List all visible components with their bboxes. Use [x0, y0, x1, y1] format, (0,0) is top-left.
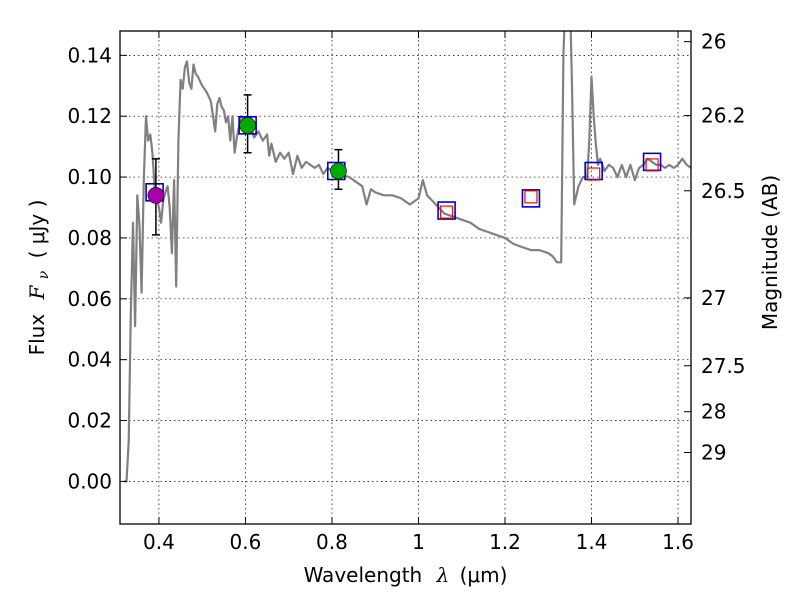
y-tick-label: 0.00: [67, 469, 112, 493]
measured-upper-limit-square: [645, 158, 659, 172]
detection-point: [239, 117, 256, 134]
y-tick-label: 0.06: [67, 287, 112, 311]
y-axis-label-unit: ( μJy ): [25, 200, 49, 259]
right-tick-label: 27: [701, 286, 726, 310]
y-tick-label: 0.08: [67, 226, 112, 250]
model-band-square: [437, 201, 456, 220]
x-tick-label: 1.4: [576, 530, 608, 554]
right-tick-label: 29: [701, 440, 726, 464]
right-tick-label: 28: [701, 400, 726, 424]
y-axis-label-symbol: F: [25, 284, 49, 300]
measured-upper-limit-square: [439, 205, 454, 219]
x-axis-label-unit: (μm): [460, 563, 508, 587]
measured-upper-limit-square: [524, 190, 538, 204]
y-tick-label: 0.04: [67, 348, 112, 372]
right-axis-label: Magnitude (AB): [758, 175, 782, 330]
y-axis-label: Flux F ν ( μJy ): [25, 200, 53, 356]
x-tick-label: 1.6: [662, 530, 694, 554]
model-sed-line: [124, 31, 691, 483]
y-axis-label-text: Flux: [25, 314, 49, 356]
x-tick-label: 1: [412, 530, 425, 554]
right-tick-label: 26: [701, 30, 726, 54]
x-axis-label-symbol: λ: [436, 563, 450, 587]
axes-ticks: 0.4 0.6 0.8 1 1.2 1.4 1.6 0.00 0.02 0.04 0.06 0.08 0…: [67, 30, 745, 554]
model-band-square: [521, 189, 541, 208]
y-tick-label: 0.02: [67, 409, 112, 433]
measured-upper-limit-square: [587, 167, 601, 181]
plot-area: [124, 31, 691, 483]
detection-point: [147, 187, 165, 204]
x-tick-label: 1.2: [489, 530, 521, 554]
y-tick-label: 0.12: [67, 104, 112, 128]
x-tick-label: 0.4: [143, 530, 175, 554]
x-axis-label-text: Wavelength: [304, 563, 423, 587]
y-axis-label-subscript: ν: [36, 270, 52, 279]
x-axis-label: Wavelength λ (μm): [304, 563, 508, 587]
grid-lines: [120, 31, 691, 524]
right-tick-label: 27.5: [701, 354, 746, 378]
y-tick-label: 0.14: [67, 43, 112, 67]
x-tick-label: 0.6: [230, 530, 262, 554]
axes-frame: [119, 30, 692, 525]
right-tick-label: 26.2: [701, 104, 746, 128]
y-tick-label: 0.10: [67, 165, 112, 189]
right-tick-label: 26.5: [701, 179, 746, 203]
x-tick-label: 0.8: [316, 530, 348, 554]
detection-point: [330, 162, 347, 180]
